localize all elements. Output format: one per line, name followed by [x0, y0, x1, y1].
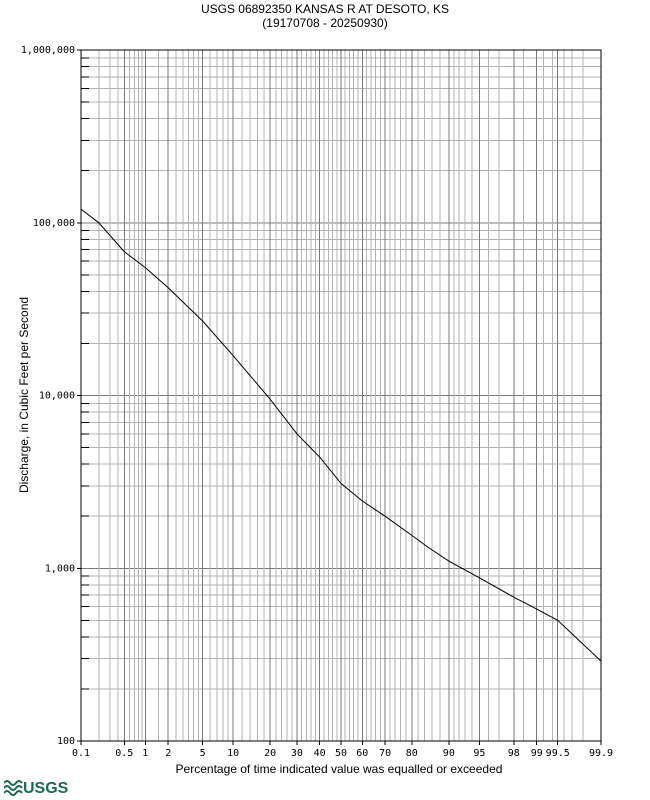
x-tick-label: 70 — [379, 748, 391, 759]
y-axis-label: Discharge, in Cubic Feet per Second — [17, 297, 31, 493]
x-tick-label: 30 — [291, 748, 303, 759]
chart-subtitle: (19170708 - 20250930) — [262, 16, 387, 30]
plot-frame — [80, 49, 602, 742]
x-tick-label: 80 — [406, 748, 418, 759]
usgs-wave-icon — [4, 780, 23, 796]
y-tick-label: 10,000 — [39, 391, 75, 402]
x-tick-label: 2 — [165, 748, 171, 759]
tick-labels: 0.1 0.5 1 2 5 10 20 30 40 50 60 70 80 90 95 98 99 99.5 99.… — [21, 45, 613, 759]
x-tick-label: 20 — [264, 748, 276, 759]
x-tick-label: 1 — [142, 748, 148, 759]
x-tick-label: 60 — [356, 748, 368, 759]
x-tick-label: 99.9 — [589, 748, 613, 759]
series-line — [80, 208, 602, 662]
x-tick-label: 99 — [531, 748, 543, 759]
y-tick-label: 1,000,000 — [21, 45, 75, 56]
x-tick-label: 5 — [200, 748, 206, 759]
usgs-logo-text: USGS — [23, 780, 68, 796]
x-axis-label: Percentage of time indicated value was e… — [176, 762, 503, 776]
y-tick-label: 100 — [57, 736, 75, 747]
x-tick-label: 98 — [508, 748, 520, 759]
y-tick-label: 100,000 — [33, 218, 75, 229]
usgs-logo: USGS — [4, 780, 68, 796]
x-tick-label: 40 — [314, 748, 326, 759]
x-tick-label: 90 — [443, 748, 455, 759]
grid-lines — [77, 49, 602, 745]
x-tick-label: 0.1 — [72, 748, 90, 759]
x-tick-label: 95 — [473, 748, 485, 759]
chart-title: USGS 06892350 KANSAS R AT DESOTO, KS — [201, 2, 449, 16]
y-tick-label: 1,000 — [45, 563, 75, 574]
x-tick-label: 99.5 — [546, 748, 570, 759]
x-tick-label: 10 — [227, 748, 239, 759]
x-tick-label: 50 — [335, 748, 347, 759]
x-tick-label: 0.5 — [115, 748, 133, 759]
